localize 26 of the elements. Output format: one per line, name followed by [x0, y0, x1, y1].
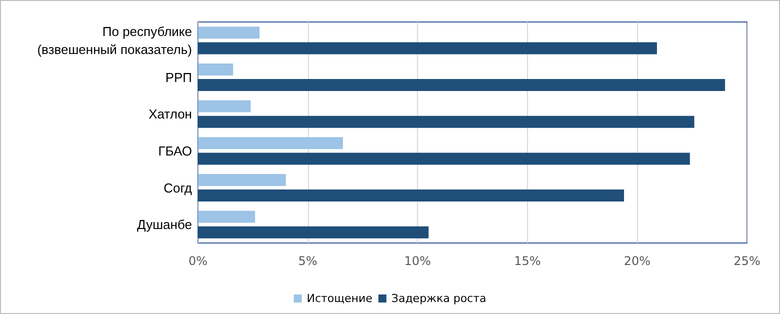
bar [198, 100, 251, 112]
bar [198, 152, 690, 165]
y-tick-label: Согд [164, 180, 192, 196]
bar [198, 42, 657, 54]
legend-label: Истощение [306, 292, 373, 305]
bar [198, 174, 286, 186]
x-tick-label: 5% [298, 254, 318, 268]
x-tick-label: 25% [734, 254, 760, 268]
bar [198, 116, 694, 128]
bar [198, 190, 624, 202]
y-tick-label: РРП [165, 70, 192, 85]
x-tick-label: 10% [404, 254, 431, 268]
y-tick-label: Хатлон [148, 106, 192, 122]
bar [198, 79, 726, 92]
bar [198, 210, 256, 223]
bar [198, 63, 234, 76]
legend-label: Задержка роста [391, 292, 486, 305]
y-tick-label: По республике (взвешенный показатель) [37, 24, 192, 57]
bar [198, 226, 429, 238]
bar [198, 137, 343, 150]
x-tick-label: 20% [624, 254, 651, 268]
y-tick-label: Душанбе [137, 217, 192, 232]
x-tick-label: 0% [188, 254, 208, 268]
y-tick-label: ГБАО [158, 143, 192, 158]
x-tick-label: 15% [514, 254, 541, 268]
bar [198, 26, 260, 39]
